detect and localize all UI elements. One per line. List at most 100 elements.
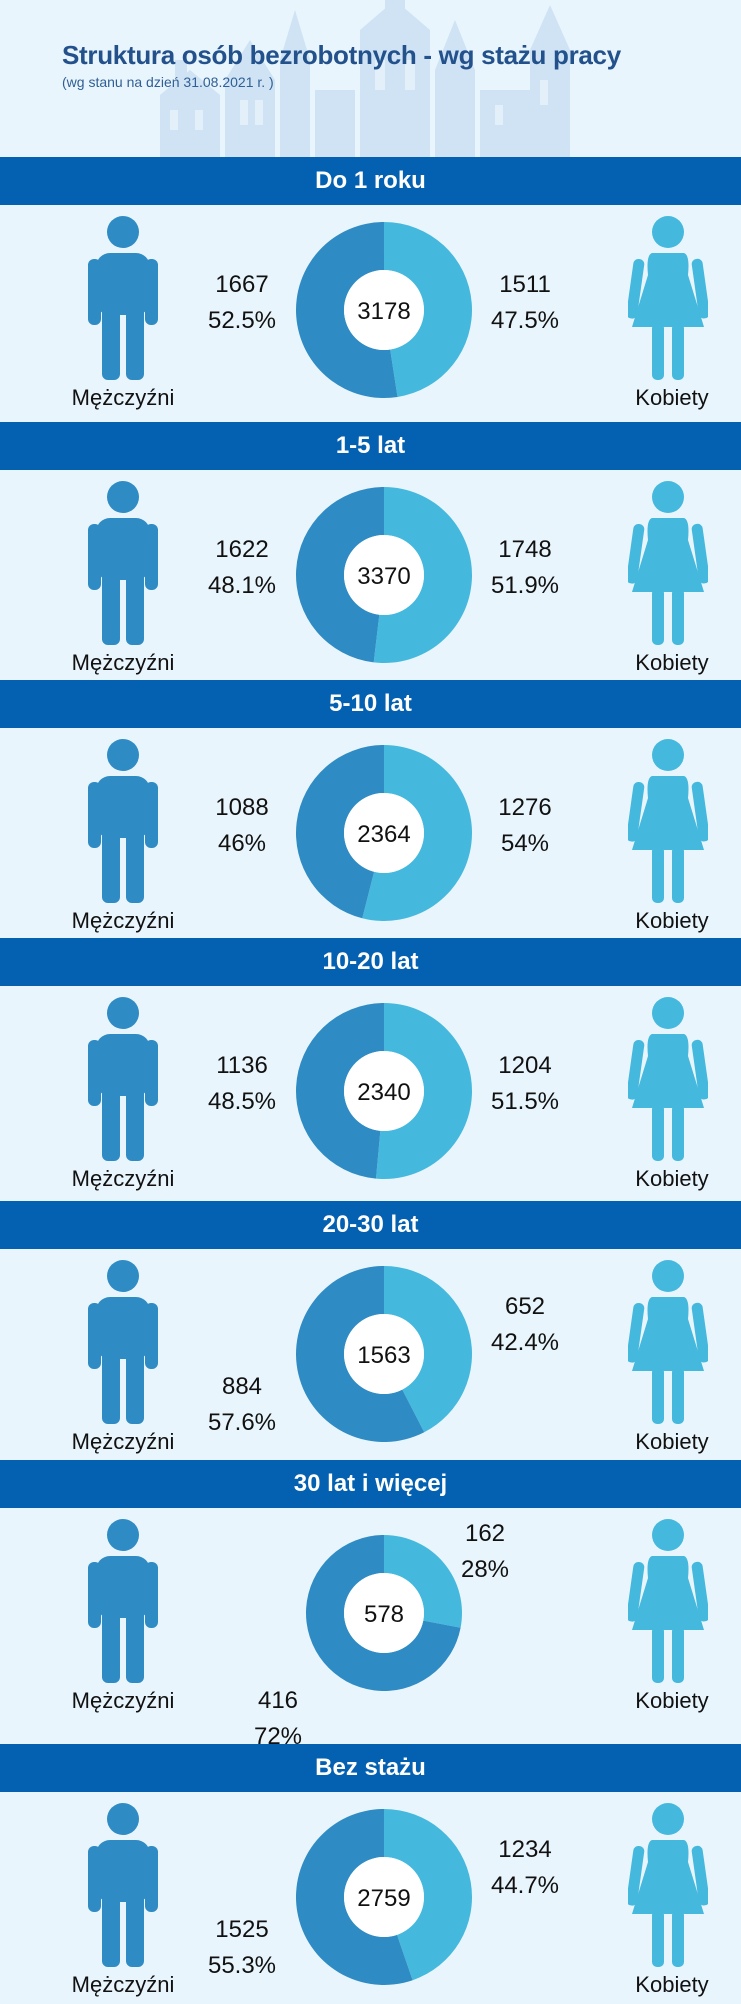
donut-hole <box>344 1051 424 1131</box>
section-title: 30 lat i więcej <box>0 1460 741 1508</box>
men-percent: 52.5% <box>207 307 277 334</box>
men-percent: 48.5% <box>207 1088 277 1115</box>
men-label: Mężczyźni <box>71 1166 175 1191</box>
women-slice <box>384 222 473 397</box>
women-values: 1204 51.5% <box>480 1048 570 1120</box>
man-icon <box>88 216 158 380</box>
section-title: Bez stażu <box>0 1744 741 1792</box>
women-count: 1234 <box>498 1836 552 1863</box>
age-group-section: 5-10 lat Mężczyźni Kobiety 2364 1088 46% 1276 5… <box>0 680 741 940</box>
age-group-section: Do 1 roku Mężczyźni Kobiety 3178 1667 52.5% 15… <box>0 157 741 417</box>
men-percent: 57.6% <box>207 1409 277 1436</box>
men-slice <box>296 487 384 663</box>
women-percent: 44.7% <box>490 1872 560 1899</box>
donut-hole <box>344 1314 424 1394</box>
men-label: Mężczyźni <box>71 385 175 410</box>
age-group-section: Bez stażu Mężczyźni Kobiety 2759 1525 55.3% 12… <box>0 1744 741 2004</box>
city-skyline-icon <box>160 0 570 157</box>
women-slice <box>373 487 473 663</box>
donut-chart: 2759 <box>296 1809 473 1985</box>
women-label: Kobiety <box>635 1166 709 1191</box>
women-percent: 54% <box>500 830 550 857</box>
women-slice <box>384 1535 462 1628</box>
man-icon <box>88 481 158 645</box>
men-label: Mężczyźni <box>71 1429 175 1454</box>
women-count: 1748 <box>498 536 552 563</box>
women-slice <box>362 745 472 921</box>
section-title: 20-30 lat <box>0 1201 741 1249</box>
women-count: 1511 <box>499 271 551 298</box>
women-label: Kobiety <box>635 1429 709 1454</box>
men-label: Mężczyźni <box>71 1688 175 1713</box>
section-title: 1-5 lat <box>0 422 741 470</box>
men-values: 1088 46% <box>197 790 287 862</box>
women-slice <box>384 1809 473 1981</box>
donut-hole <box>344 1857 424 1937</box>
women-values: 1511 47.5% <box>480 267 570 339</box>
donut-chart: 2364 <box>296 745 472 921</box>
women-count: 652 <box>504 1293 546 1320</box>
donut-hole <box>344 793 424 873</box>
donut-chart: 578 <box>306 1535 462 1691</box>
men-percent: 55.3% <box>207 1952 277 1979</box>
section-title: Do 1 roku <box>0 157 741 205</box>
women-values: 1234 44.7% <box>480 1832 570 1904</box>
man-icon <box>88 1803 158 1967</box>
women-values: 1276 54% <box>480 790 570 862</box>
men-count: 1088 <box>215 794 269 821</box>
total-value: 2364 <box>357 821 410 848</box>
women-percent: 42.4% <box>490 1329 560 1356</box>
women-label: Kobiety <box>635 908 709 933</box>
woman-icon <box>628 739 708 903</box>
women-label: Kobiety <box>635 650 709 675</box>
men-label: Mężczyźni <box>71 650 175 675</box>
age-group-section: 10-20 lat Mężczyźni Kobiety 2340 1136 48.5% 12… <box>0 938 741 1198</box>
men-count: 884 <box>221 1373 263 1400</box>
header: Struktura osób bezrobotnych - wg stażu p… <box>0 0 741 157</box>
men-slice <box>296 1266 425 1442</box>
page-title: Struktura osób bezrobotnych - wg stażu p… <box>62 40 621 70</box>
men-label: Mężczyźni <box>71 1972 175 1997</box>
women-percent: 51.9% <box>490 572 560 599</box>
women-label: Kobiety <box>635 1688 709 1713</box>
men-slice <box>296 222 398 398</box>
men-slice <box>306 1535 461 1691</box>
woman-icon <box>628 997 708 1161</box>
man-icon <box>88 997 158 1161</box>
women-label: Kobiety <box>635 1972 709 1997</box>
women-values: 1748 51.9% <box>480 532 570 604</box>
age-group-section: 20-30 lat Mężczyźni Kobiety 1563 884 57.6% 652… <box>0 1201 741 1461</box>
woman-icon <box>628 1519 708 1683</box>
donut-chart: 2340 <box>295 1003 472 1179</box>
women-count: 162 <box>464 1520 506 1547</box>
women-percent: 47.5% <box>490 307 560 334</box>
woman-icon <box>628 481 708 645</box>
woman-icon <box>628 1260 708 1424</box>
men-count: 1525 <box>215 1916 269 1943</box>
donut-hole <box>344 270 424 350</box>
total-value: 2759 <box>357 1885 410 1912</box>
donut-chart: 3178 <box>296 222 473 398</box>
woman-icon <box>628 216 708 380</box>
women-values: 162 28% <box>440 1516 530 1588</box>
men-percent: 46% <box>217 830 267 857</box>
men-slice <box>296 1809 413 1985</box>
total-value: 2340 <box>357 1079 410 1106</box>
total-value: 3370 <box>357 563 410 590</box>
donut-chart: 1563 <box>296 1266 473 1442</box>
men-values: 1525 55.3% <box>197 1912 287 1984</box>
page-subtitle: (wg stanu na dzień 31.08.2021 r. ) <box>62 74 274 90</box>
age-group-section: 30 lat i więcej Mężczyźni Kobiety 578 416 72%… <box>0 1460 741 1750</box>
women-count: 1204 <box>498 1052 552 1079</box>
men-values: 1622 48.1% <box>197 532 287 604</box>
man-icon <box>88 1260 158 1424</box>
men-count: 416 <box>257 1687 299 1714</box>
women-slice <box>384 1266 473 1433</box>
women-values: 652 42.4% <box>480 1289 570 1361</box>
donut-hole <box>344 535 424 615</box>
age-group-section: 1-5 lat Mężczyźni Kobiety 3370 1622 48.1% 1748… <box>0 422 741 682</box>
section-title: 5-10 lat <box>0 680 741 728</box>
total-value: 3178 <box>357 298 410 325</box>
section-title: 10-20 lat <box>0 938 741 986</box>
men-values: 884 57.6% <box>197 1369 287 1441</box>
